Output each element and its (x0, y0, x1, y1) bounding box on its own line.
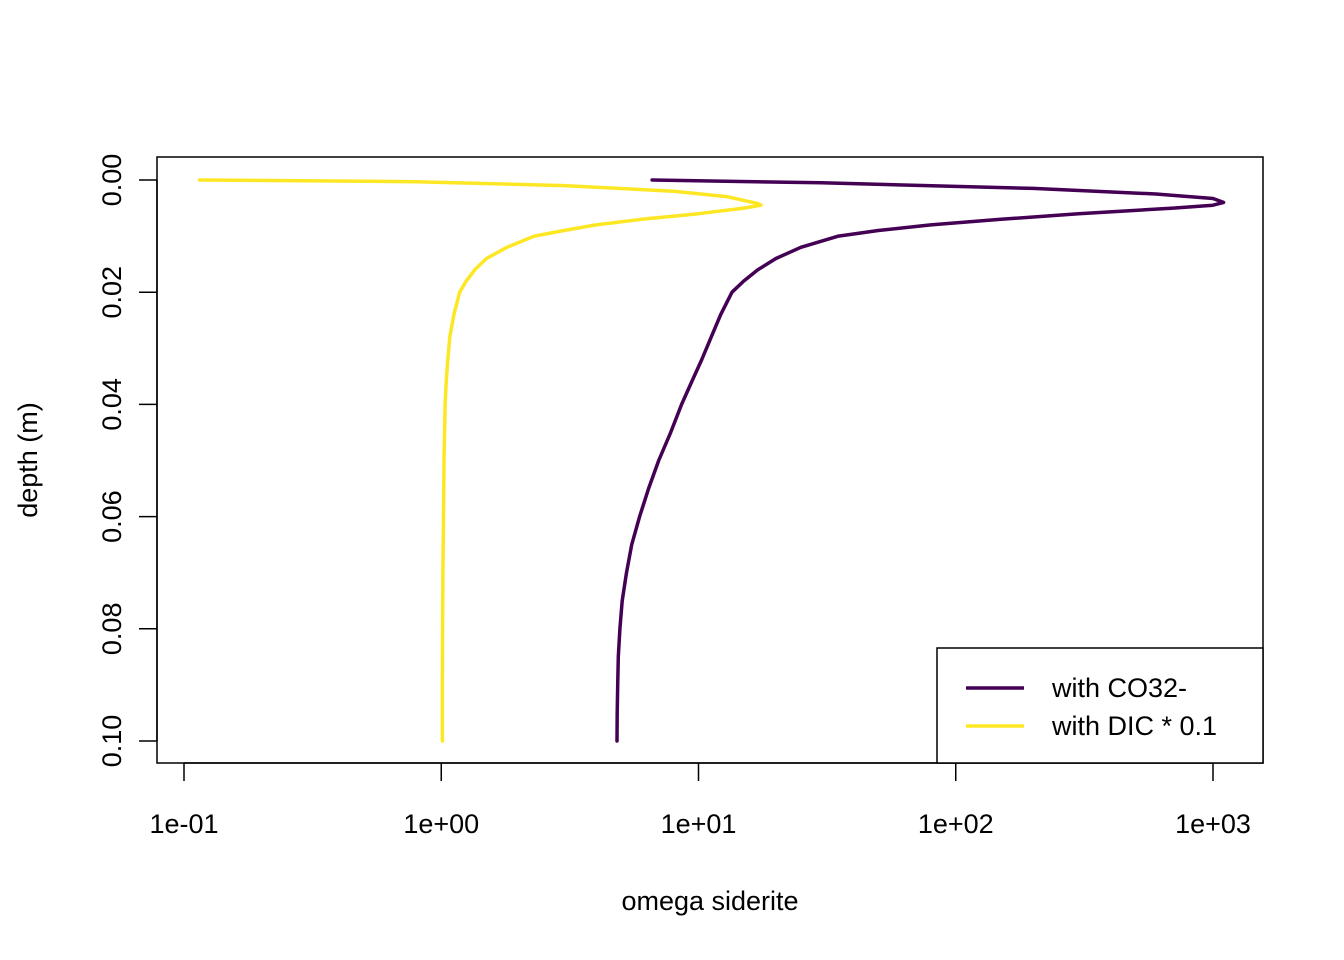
x-tick-label: 1e+02 (918, 809, 994, 839)
y-tick-label: 0.06 (97, 490, 127, 543)
y-axis-title: depth (m) (13, 402, 43, 518)
x-axis: 1e-01 1e+00 1e+01 1e+02 1e+03 (149, 762, 1251, 839)
y-tick-label: 0.08 (97, 603, 127, 656)
y-tick-label: 0.02 (97, 266, 127, 319)
legend-label-2: with DIC * 0.1 (1051, 711, 1217, 741)
x-tick-label: 1e+00 (403, 809, 479, 839)
x-axis-title: omega siderite (621, 886, 798, 916)
series-line-2 (197, 178, 763, 743)
legend-box (936, 647, 1264, 764)
y-tick-label: 0.00 (97, 154, 127, 207)
x-tick-label: 1e+01 (661, 809, 737, 839)
y-tick-label: 0.04 (97, 378, 127, 431)
x-tick-label: 1e-01 (149, 809, 218, 839)
x-tick-label: 1e+03 (1175, 809, 1251, 839)
legend-label-1: with CO32- (1051, 673, 1187, 703)
legend: with CO32- with DIC * 0.1 (936, 647, 1264, 764)
y-tick-label: 0.10 (97, 715, 127, 768)
y-axis: 0.00 0.02 0.04 0.06 0.08 0.10 (97, 154, 158, 768)
series-line-1 (615, 178, 1226, 743)
series-layer (197, 178, 1226, 743)
